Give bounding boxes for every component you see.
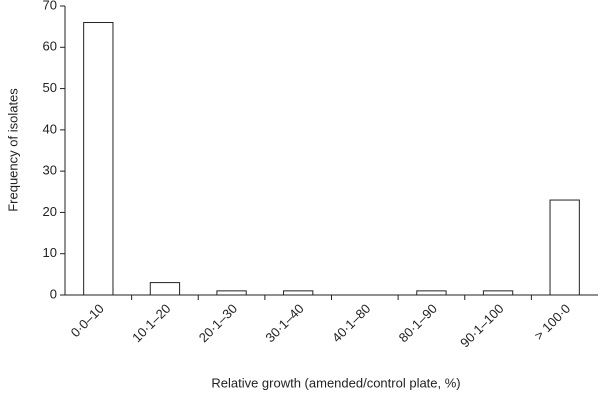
y-tick-label: 30 <box>43 163 57 178</box>
x-tick-label: 90·1–100 <box>457 301 506 350</box>
bar <box>83 22 114 296</box>
x-tick-label: 40·1–80 <box>329 301 373 345</box>
y-tick-label: 50 <box>43 80 57 95</box>
x-axis-label: Relative growth (amended/control plate, … <box>211 375 460 390</box>
bar <box>482 290 514 296</box>
y-axis-label: Frequency of isolates <box>5 88 20 212</box>
bar <box>416 290 447 296</box>
x-tick-label: > 100·0 <box>531 301 573 343</box>
bar <box>549 199 580 296</box>
y-tick-label: 10 <box>43 245 57 260</box>
bar <box>283 290 314 296</box>
x-tick-label: 80·1–90 <box>396 301 440 345</box>
y-tick-label: 0 <box>50 286 57 301</box>
y-tick-label: 40 <box>43 121 57 136</box>
x-tick-label: 0·0–10 <box>68 301 107 340</box>
y-tick-label: 20 <box>43 204 57 219</box>
y-tick-label: 60 <box>43 39 57 54</box>
x-tick-label: 20·1–30 <box>196 301 240 345</box>
y-tick-label: 70 <box>43 0 57 12</box>
x-tick-label: 10·1–20 <box>129 301 173 345</box>
bar <box>216 290 247 296</box>
x-tick-label: 30·1–40 <box>262 301 306 345</box>
bar <box>149 282 181 296</box>
